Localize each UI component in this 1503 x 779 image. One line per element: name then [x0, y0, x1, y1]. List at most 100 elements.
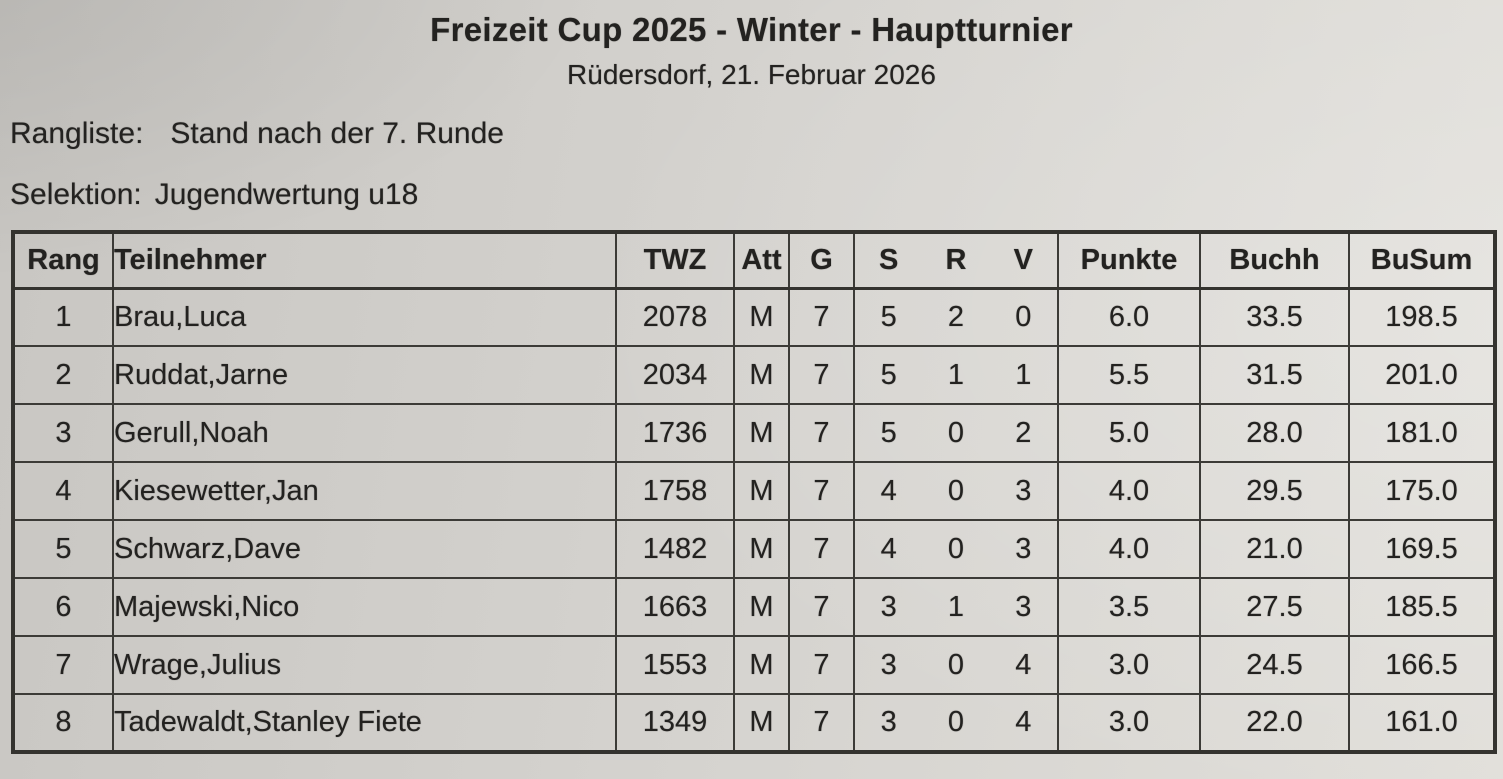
- cell-twz: 1736: [615, 403, 735, 463]
- cell-busum: 198.5: [1348, 287, 1496, 347]
- cell-srv: 5 2 0: [853, 287, 1059, 347]
- cell-rang: 4: [12, 461, 114, 521]
- cell-s: 3: [880, 648, 897, 681]
- rangliste-label: Rangliste:: [10, 117, 144, 150]
- cell-srv: 4 0 3: [853, 461, 1059, 521]
- header-g: G: [788, 231, 855, 290]
- page-title: Freizeit Cup 2025 - Winter - Hauptturnie…: [430, 11, 1073, 48]
- cell-srv: 4 0 3: [853, 519, 1059, 579]
- cell-v: 4: [1015, 648, 1032, 681]
- cell-r: 1: [947, 590, 965, 623]
- header-teilnehmer: Teilnehmer: [112, 231, 617, 290]
- cell-name: Tadewaldt,Stanley Fiete: [112, 693, 617, 753]
- cell-r: 0: [947, 648, 965, 681]
- page-subtitle: Rüdersdorf, 21. Februar 2026: [567, 59, 936, 90]
- rangliste-line: Rangliste: Stand nach der 7. Runde: [10, 117, 504, 151]
- rangliste-value: Stand nach der 7. Runde: [170, 117, 504, 150]
- cell-att: M: [733, 345, 790, 405]
- cell-name: Schwarz,Dave: [112, 519, 617, 579]
- cell-buchh: 31.5: [1199, 345, 1350, 405]
- cell-r: 0: [947, 706, 965, 738]
- cell-punkte: 5.0: [1057, 403, 1201, 463]
- cell-twz: 2078: [615, 287, 735, 347]
- cell-name: Brau,Luca: [112, 287, 617, 347]
- cell-g: 7: [788, 577, 855, 637]
- cell-name: Kiesewetter,Jan: [112, 461, 617, 521]
- selektion-value: Jugendwertung u18: [154, 178, 419, 211]
- header-busum: BuSum: [1348, 231, 1496, 290]
- cell-g: 7: [788, 403, 855, 463]
- cell-v: 0: [1015, 300, 1032, 333]
- cell-s: 5: [880, 416, 897, 449]
- header-s: S: [878, 243, 899, 276]
- cell-twz: 1482: [615, 519, 735, 579]
- cell-s: 5: [880, 358, 897, 391]
- cell-srv: 3 1 3: [853, 577, 1059, 637]
- cell-att: M: [733, 635, 790, 695]
- cell-busum: 169.5: [1348, 519, 1496, 579]
- cell-s: 5: [880, 300, 897, 333]
- selektion-line: Selektion: Jugendwertung u18: [10, 178, 418, 212]
- cell-att: M: [733, 693, 790, 753]
- cell-punkte: 3.0: [1057, 635, 1201, 695]
- cell-r: 0: [947, 474, 965, 507]
- cell-srv: 5 1 1: [853, 345, 1059, 405]
- cell-busum: 181.0: [1348, 403, 1496, 463]
- cell-r: 2: [947, 300, 965, 333]
- header-punkte: Punkte: [1057, 231, 1201, 290]
- cell-v: 3: [1015, 590, 1032, 623]
- cell-g: 7: [788, 519, 855, 579]
- cell-twz: 2034: [615, 345, 735, 405]
- cell-buchh: 33.5: [1199, 287, 1350, 347]
- cell-busum: 161.0: [1348, 693, 1496, 753]
- cell-name: Majewski,Nico: [112, 577, 617, 637]
- table-row: 5 Schwarz,Dave 1482 M 7 4 0 3 4.0 21.0 1…: [12, 519, 1496, 579]
- cell-g: 7: [788, 635, 855, 695]
- cell-twz: 1553: [615, 635, 735, 695]
- cell-name: Ruddat,Jarne: [112, 345, 617, 405]
- cell-buchh: 21.0: [1199, 519, 1350, 579]
- cell-rang: 1: [12, 287, 114, 347]
- cell-rang: 2: [12, 345, 114, 405]
- cell-srv: 3 0 4: [853, 635, 1059, 695]
- cell-s: 4: [880, 532, 897, 565]
- cell-att: M: [733, 287, 790, 347]
- cell-v: 1: [1015, 358, 1032, 391]
- cell-busum: 166.5: [1348, 635, 1496, 695]
- cell-buchh: 22.0: [1199, 693, 1350, 753]
- cell-name: Gerull,Noah: [112, 403, 617, 463]
- cell-punkte: 4.0: [1057, 519, 1201, 579]
- cell-buchh: 27.5: [1199, 577, 1350, 637]
- cell-v: 3: [1015, 474, 1032, 507]
- cell-s: 3: [880, 706, 897, 738]
- cell-twz: 1349: [615, 693, 735, 753]
- ranking-table: Rang Teilnehmer TWZ Att G S R V Punkte B…: [11, 230, 1497, 754]
- cell-punkte: 4.0: [1057, 461, 1201, 521]
- cell-v: 3: [1015, 532, 1032, 565]
- header-r: R: [945, 243, 967, 276]
- header-twz: TWZ: [615, 231, 735, 290]
- header-v: V: [1013, 243, 1033, 276]
- cell-srv: 3 0 4: [853, 693, 1059, 753]
- cell-g: 7: [788, 345, 855, 405]
- selektion-label: Selektion:: [10, 178, 142, 211]
- cell-v: 4: [1015, 706, 1032, 738]
- cell-twz: 1758: [615, 461, 735, 521]
- cell-punkte: 5.5: [1057, 345, 1201, 405]
- cell-rang: 7: [12, 635, 114, 695]
- cell-att: M: [733, 403, 790, 463]
- cell-rang: 5: [12, 519, 114, 579]
- table-row: 3 Gerull,Noah 1736 M 7 5 0 2 5.0 28.0 18…: [12, 403, 1496, 463]
- cell-twz: 1663: [615, 577, 735, 637]
- header-row: Rang Teilnehmer TWZ Att G S R V Punkte B…: [12, 231, 1496, 290]
- cell-att: M: [733, 461, 790, 521]
- cell-buchh: 28.0: [1199, 403, 1350, 463]
- table-row: 1 Brau,Luca 2078 M 7 5 2 0 6.0 33.5 198.…: [12, 287, 1496, 347]
- cell-g: 7: [788, 693, 855, 753]
- cell-busum: 201.0: [1348, 345, 1496, 405]
- header-srv: S R V: [853, 231, 1059, 290]
- cell-srv: 5 0 2: [853, 403, 1059, 463]
- cell-punkte: 6.0: [1057, 287, 1201, 347]
- cell-g: 7: [788, 287, 855, 347]
